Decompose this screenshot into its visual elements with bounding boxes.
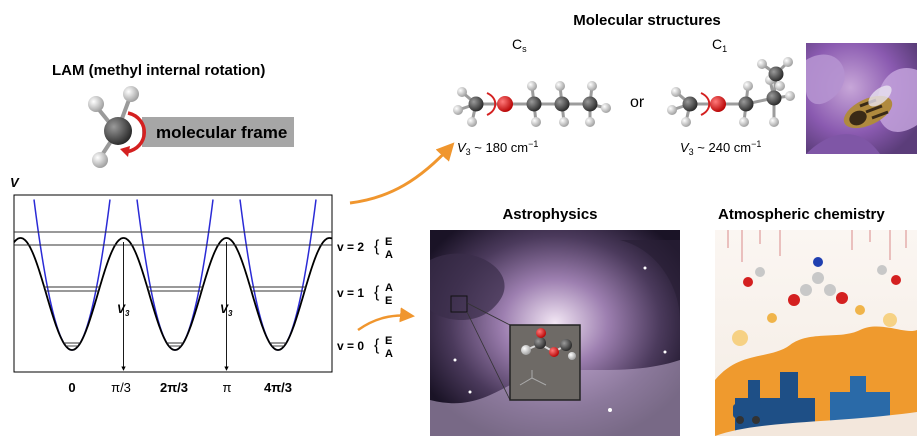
- level-brace: {: [374, 337, 380, 354]
- hydrogen-atom: [681, 117, 691, 127]
- hydrogen-atom: [585, 117, 595, 127]
- oxygen-atom: [497, 96, 513, 112]
- hydrogen-atom: [775, 81, 785, 91]
- nebula-image: [430, 230, 680, 436]
- hydrogen-atom: [743, 81, 753, 91]
- rotation-arrow-icon: [486, 92, 497, 116]
- hydrogen-atom: [92, 152, 108, 168]
- molecule-cs-conformer: [453, 81, 611, 127]
- potential-plot: [13, 199, 333, 371]
- hydrogen-atom: [453, 105, 463, 115]
- molecule-inset: [509, 324, 581, 401]
- structures-title: Molecular structures: [573, 12, 721, 29]
- hydrogen-atom: [667, 105, 677, 115]
- torsional-potential-curve: [13, 237, 333, 351]
- hydrogen-atom: [123, 86, 139, 102]
- oxygen-atom: [710, 96, 726, 112]
- x-tick-label: 4π/3: [264, 380, 292, 395]
- hydrogen-atom: [555, 81, 565, 91]
- carbon-atom: [766, 90, 782, 106]
- level-brace: {: [374, 238, 380, 255]
- level-v-label: v = 2: [337, 240, 364, 254]
- harmonic-potential-curve: [239, 199, 317, 351]
- rotation-arrow-icon: [700, 92, 711, 116]
- hydrogen-atom: [601, 103, 611, 113]
- carbon-atom: [582, 96, 598, 112]
- hydrogen-atom: [457, 87, 467, 97]
- molecular-frame-label: molecular frame: [156, 123, 287, 142]
- carbon-atom: [738, 96, 754, 112]
- harmonic-potential-curve: [136, 199, 214, 351]
- barrier-label: V3: [220, 302, 233, 318]
- hydrogen-atom: [88, 96, 104, 112]
- level-v-label: v = 0: [337, 339, 364, 353]
- level-lower-symmetry: E: [385, 295, 392, 307]
- bee-flower-photo: [806, 43, 917, 154]
- x-tick-label: 2π/3: [160, 380, 188, 395]
- astrophysics-title: Astrophysics: [502, 206, 597, 223]
- conformer-barrier-label: V3 ~ 180 cm−1: [457, 139, 538, 157]
- hydrogen-atom: [739, 117, 749, 127]
- hydrogen-atom: [783, 57, 793, 67]
- hydrogen-atom: [785, 91, 795, 101]
- atmospheric-chemistry-title: Atmospheric chemistry: [718, 206, 885, 223]
- atmospheric-chemistry-illustration: [715, 230, 917, 436]
- carbon-atom: [554, 96, 570, 112]
- hydrogen-atom: [671, 87, 681, 97]
- hydrogen-atom: [527, 81, 537, 91]
- methyl-rotor-illustration: molecular frame: [88, 86, 294, 168]
- level-v-label: v = 1: [337, 286, 364, 300]
- carbon-atom: [768, 66, 784, 82]
- level-upper-symmetry: A: [385, 282, 393, 294]
- conformer-symmetry-label: Cs: [512, 36, 527, 54]
- x-tick-label: 0: [68, 380, 75, 395]
- level-brace: {: [374, 284, 380, 301]
- or-separator: or: [630, 94, 645, 111]
- x-tick-label: π/3: [111, 380, 131, 395]
- lam-title: LAM (methyl internal rotation): [52, 62, 265, 79]
- level-upper-symmetry: E: [385, 335, 392, 347]
- hydrogen-atom: [757, 59, 767, 69]
- hydrogen-atom: [467, 117, 477, 127]
- torsional-level-labels: v = 2 { E A v = 1 { A E v = 0 { E A: [337, 236, 393, 360]
- rotation-arrow-icon: [125, 111, 146, 154]
- molecular-frame-box: [142, 117, 294, 147]
- carbon-atom: [104, 117, 132, 145]
- level-upper-symmetry: E: [385, 236, 392, 248]
- orange-arrow-icon: [357, 307, 415, 332]
- hydrogen-atom: [531, 117, 541, 127]
- molecule-c1-conformer: [667, 57, 795, 127]
- carbon-atom: [682, 96, 698, 112]
- potential-plot-frame: [13, 194, 333, 373]
- carbon-atom: [526, 96, 542, 112]
- x-tick-label: π: [223, 380, 232, 395]
- orange-arrow-icon: [349, 142, 455, 205]
- v-axis-label: V: [10, 175, 20, 190]
- hydrogen-atom: [769, 117, 779, 127]
- hydrogen-atom: [559, 117, 569, 127]
- barrier-label: V3: [117, 302, 130, 318]
- hydrogen-atom: [587, 81, 597, 91]
- level-lower-symmetry: A: [385, 249, 393, 261]
- carbon-atom: [468, 96, 484, 112]
- harmonic-potential-curve: [33, 199, 111, 351]
- level-lower-symmetry: A: [385, 348, 393, 360]
- conformer-barrier-label: V3 ~ 240 cm−1: [680, 139, 761, 157]
- conformer-symmetry-label: C1: [712, 36, 727, 54]
